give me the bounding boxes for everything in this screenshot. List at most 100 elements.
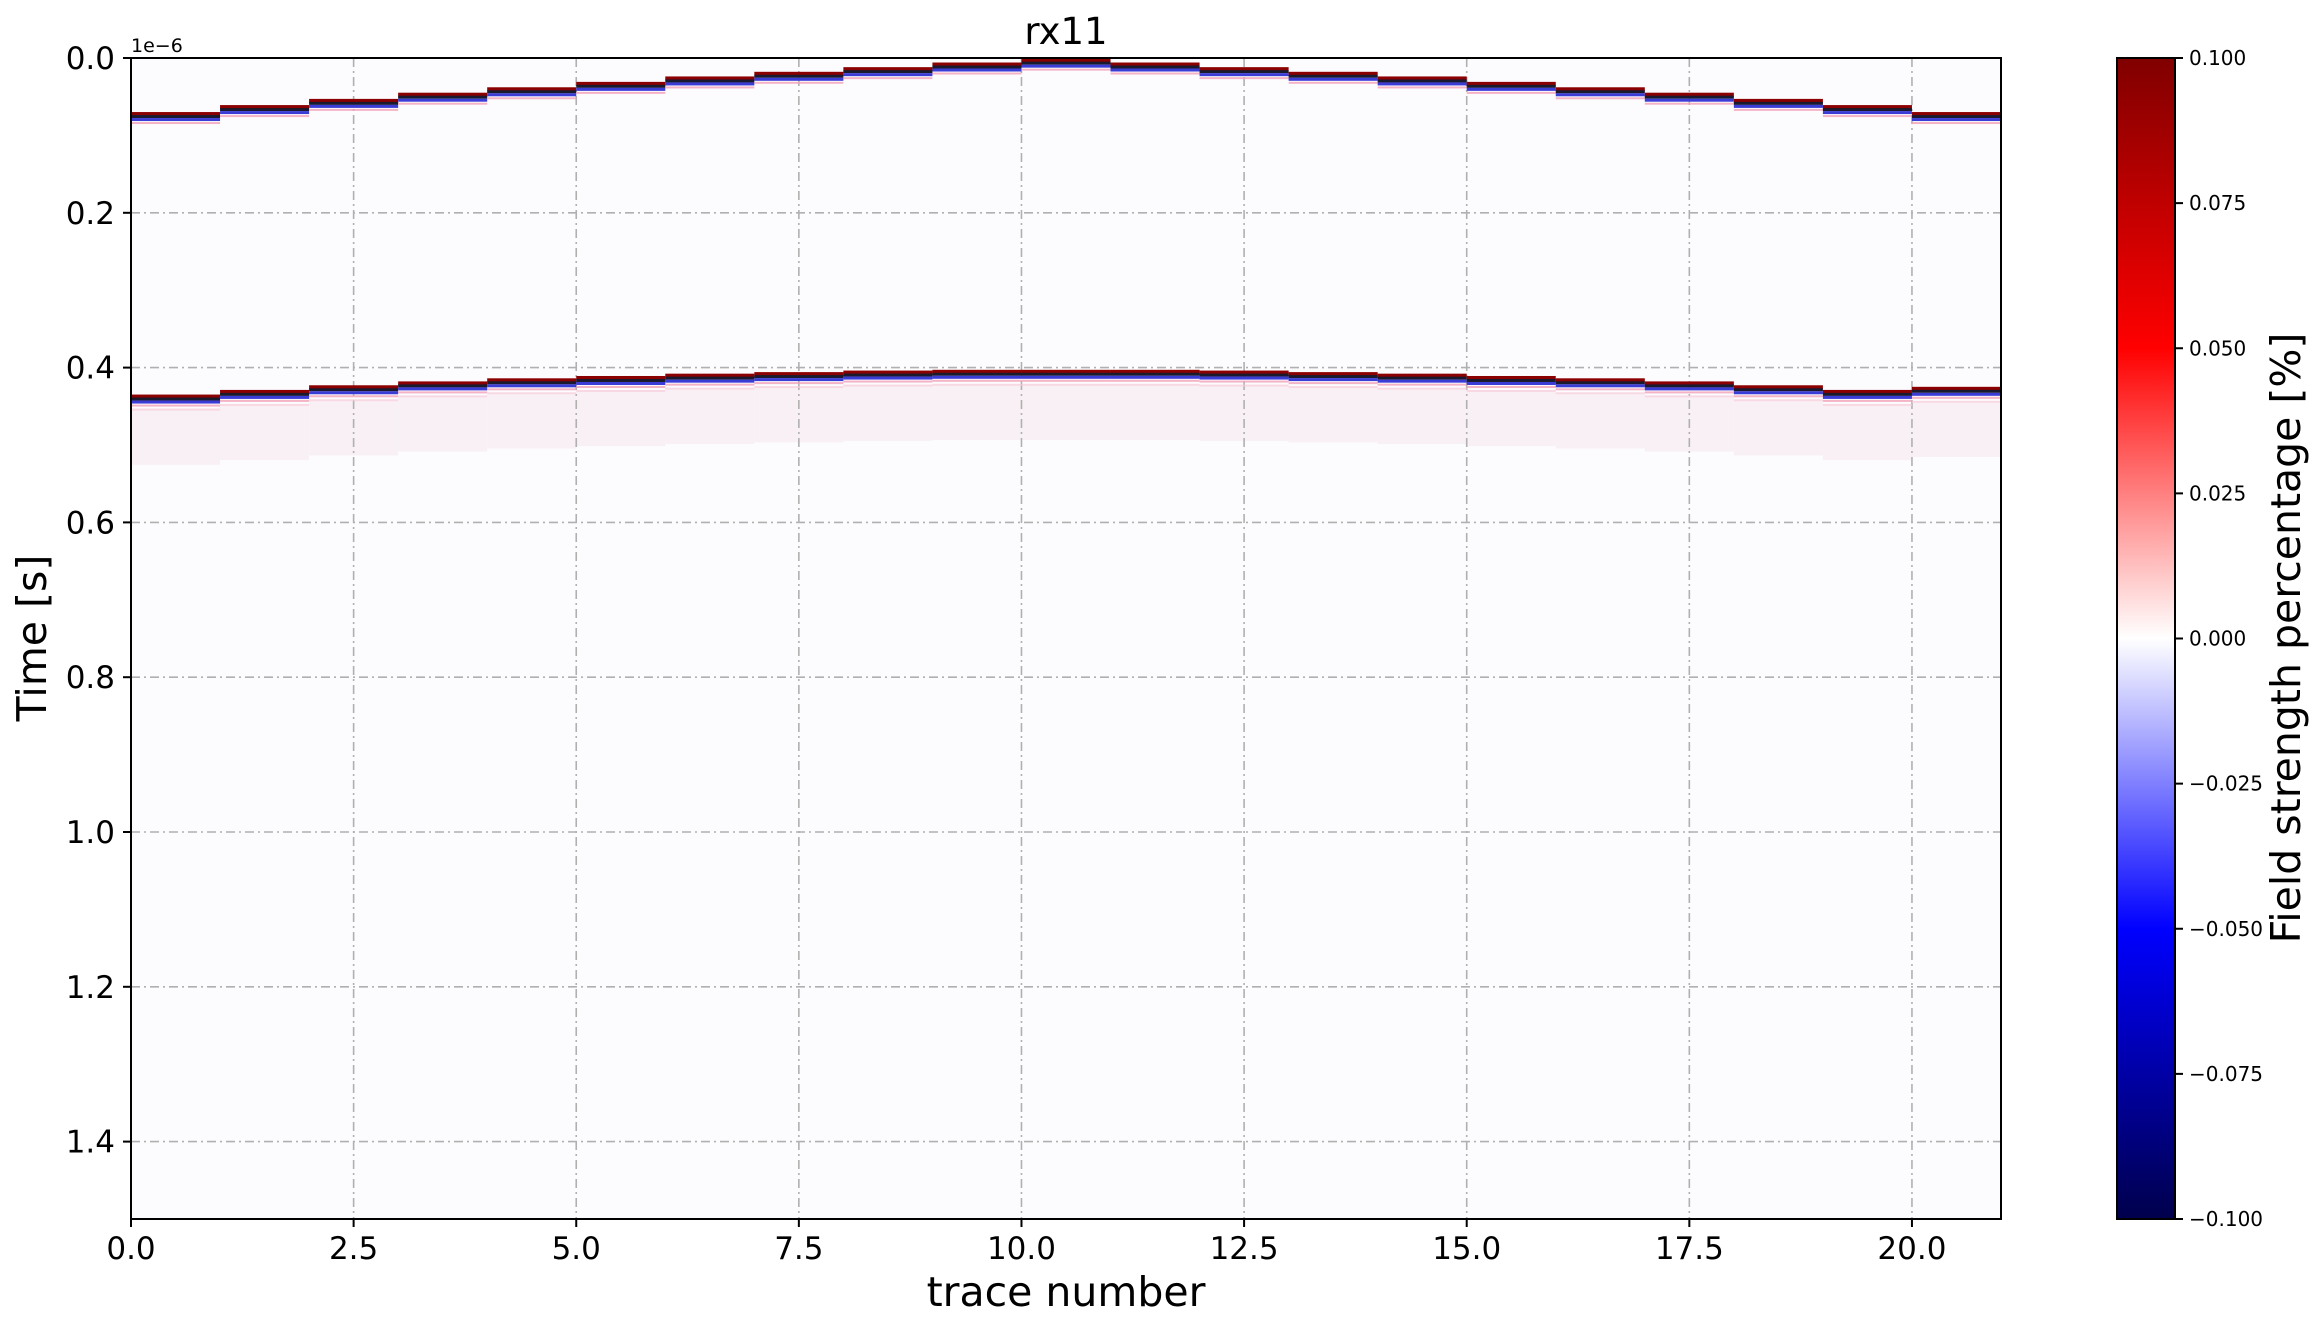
direct-wave-segment — [309, 101, 399, 105]
reflection-ringing — [1021, 379, 1111, 382]
reflection-ringing — [1644, 395, 1734, 398]
reflection-positive-lobe — [398, 381, 488, 386]
reflection-segment — [1466, 378, 1556, 382]
colorbar-tick-label: −0.025 — [2189, 772, 2263, 796]
direct-wave-ringing — [1644, 102, 1734, 105]
x-tick-label: 20.0 — [1877, 1231, 1946, 1267]
reflection-positive-lobe — [1733, 385, 1823, 390]
reflection-faint-band — [1911, 402, 2001, 457]
reflection-negative-lobe — [487, 384, 577, 388]
reflection-ringing — [1822, 403, 1912, 406]
direct-wave-negative-lobe — [309, 104, 399, 108]
x-tick-label: 0.0 — [106, 1231, 155, 1267]
direct-wave-negative-lobe — [1822, 111, 1912, 115]
y-tick-label: 0.0 — [66, 41, 115, 77]
direct-wave-positive-lobe — [665, 76, 755, 81]
direct-wave-segment — [1644, 95, 1734, 99]
reflection-negative-lobe — [1377, 379, 1467, 383]
y-tick-label: 0.6 — [66, 505, 115, 541]
reflection-ringing — [131, 408, 221, 411]
direct-wave-positive-lobe — [1733, 98, 1823, 103]
y-tick-label: 0.8 — [66, 660, 115, 696]
reflection-segment — [843, 373, 933, 377]
direct-wave-positive-lobe — [932, 62, 1022, 67]
y-tick-label: 0.4 — [66, 351, 115, 387]
reflection-ringing — [1021, 383, 1111, 386]
reflection-segment — [309, 388, 399, 392]
direct-wave-negative-lobe — [932, 68, 1022, 72]
direct-wave-ringing — [843, 77, 933, 80]
reflection-segment — [1021, 372, 1111, 376]
direct-wave-positive-lobe — [220, 105, 310, 110]
direct-wave-negative-lobe — [1377, 82, 1467, 86]
reflection-faint-band — [576, 391, 666, 447]
reflection-faint-band — [843, 386, 933, 441]
direct-wave-segment — [487, 90, 577, 94]
reflection-negative-lobe — [1466, 381, 1556, 385]
reflection-negative-lobe — [932, 375, 1022, 379]
reflection-positive-lobe — [932, 369, 1022, 374]
reflection-segment — [1911, 389, 2001, 393]
x-tick-label: 7.5 — [774, 1231, 823, 1267]
reflection-negative-lobe — [220, 395, 310, 399]
reflection-faint-band — [1822, 405, 1912, 461]
direct-wave-ringing — [1110, 72, 1200, 75]
reflection-faint-band — [1021, 385, 1111, 440]
reflection-negative-lobe — [843, 376, 933, 380]
reflection-ringing — [843, 380, 933, 383]
direct-wave-negative-lobe — [398, 98, 488, 102]
direct-wave-negative-lobe — [1110, 68, 1200, 72]
reflection-series — [131, 369, 2001, 411]
reflection-ringing — [843, 384, 933, 387]
direct-wave-ringing — [309, 108, 399, 111]
reflection-faint-band — [398, 397, 488, 452]
direct-wave-positive-lobe — [487, 87, 577, 92]
reflection-positive-lobe — [1466, 375, 1556, 380]
y-axis-ticks: 0.0 0.2 0.4 0.6 0.8 1.0 1.2 1.4 — [66, 41, 131, 1161]
direct-wave-ringing — [1288, 81, 1378, 84]
reflection-negative-lobe — [1555, 384, 1645, 388]
direct-wave-segment — [754, 74, 844, 78]
direct-wave-segment — [398, 95, 488, 99]
reflection-ringing — [1288, 386, 1378, 389]
direct-wave-segment — [1110, 65, 1200, 69]
colorbar-tick-label: 0.075 — [2189, 191, 2246, 215]
direct-wave-negative-lobe — [1733, 104, 1823, 108]
direct-wave-segment — [1822, 108, 1912, 112]
reflection-negative-lobe — [1911, 392, 2001, 396]
direct-wave-ringing — [1555, 97, 1645, 100]
colorbar-tick-label: 0.100 — [2189, 46, 2246, 70]
direct-wave-positive-lobe — [843, 67, 933, 72]
reflection-positive-lobe — [754, 372, 844, 377]
direct-wave-series — [131, 58, 2001, 125]
direct-wave-positive-lobe — [309, 98, 399, 103]
reflection-ringing — [754, 386, 844, 389]
reflection-negative-lobe — [1199, 376, 1289, 380]
direct-wave-negative-lobe — [131, 118, 221, 122]
reflection-ringing — [1911, 400, 2001, 403]
direct-wave-segment — [932, 65, 1022, 69]
colorbar-tick-label: 0.025 — [2189, 481, 2246, 505]
direct-wave-segment — [1911, 115, 2001, 119]
y-tick-label: 0.2 — [66, 196, 115, 232]
reflection-faint-band — [220, 405, 310, 461]
reflection-segment — [131, 397, 221, 401]
reflection-faint-band — [1377, 389, 1467, 444]
reflection-ringing — [1199, 384, 1289, 387]
direct-wave-ringing — [1021, 68, 1111, 71]
reflection-positive-lobe — [220, 389, 310, 394]
x-tick-label: 2.5 — [329, 1231, 378, 1267]
reflection-segment — [1377, 376, 1467, 380]
reflection-ringing — [576, 389, 666, 392]
direct-wave-negative-lobe — [665, 82, 755, 86]
reflection-positive-lobe — [1288, 372, 1378, 377]
direct-wave-ringing — [932, 72, 1022, 75]
direct-wave-segment — [131, 115, 221, 119]
y-tick-label: 1.4 — [66, 1125, 115, 1161]
reflection-ringing — [1377, 383, 1467, 386]
reflection-ringing — [309, 395, 399, 398]
direct-wave-positive-lobe — [1199, 67, 1289, 72]
reflection-faint-band — [1110, 385, 1200, 440]
reflection-ringing — [1822, 399, 1912, 402]
direct-wave-negative-lobe — [1288, 77, 1378, 81]
